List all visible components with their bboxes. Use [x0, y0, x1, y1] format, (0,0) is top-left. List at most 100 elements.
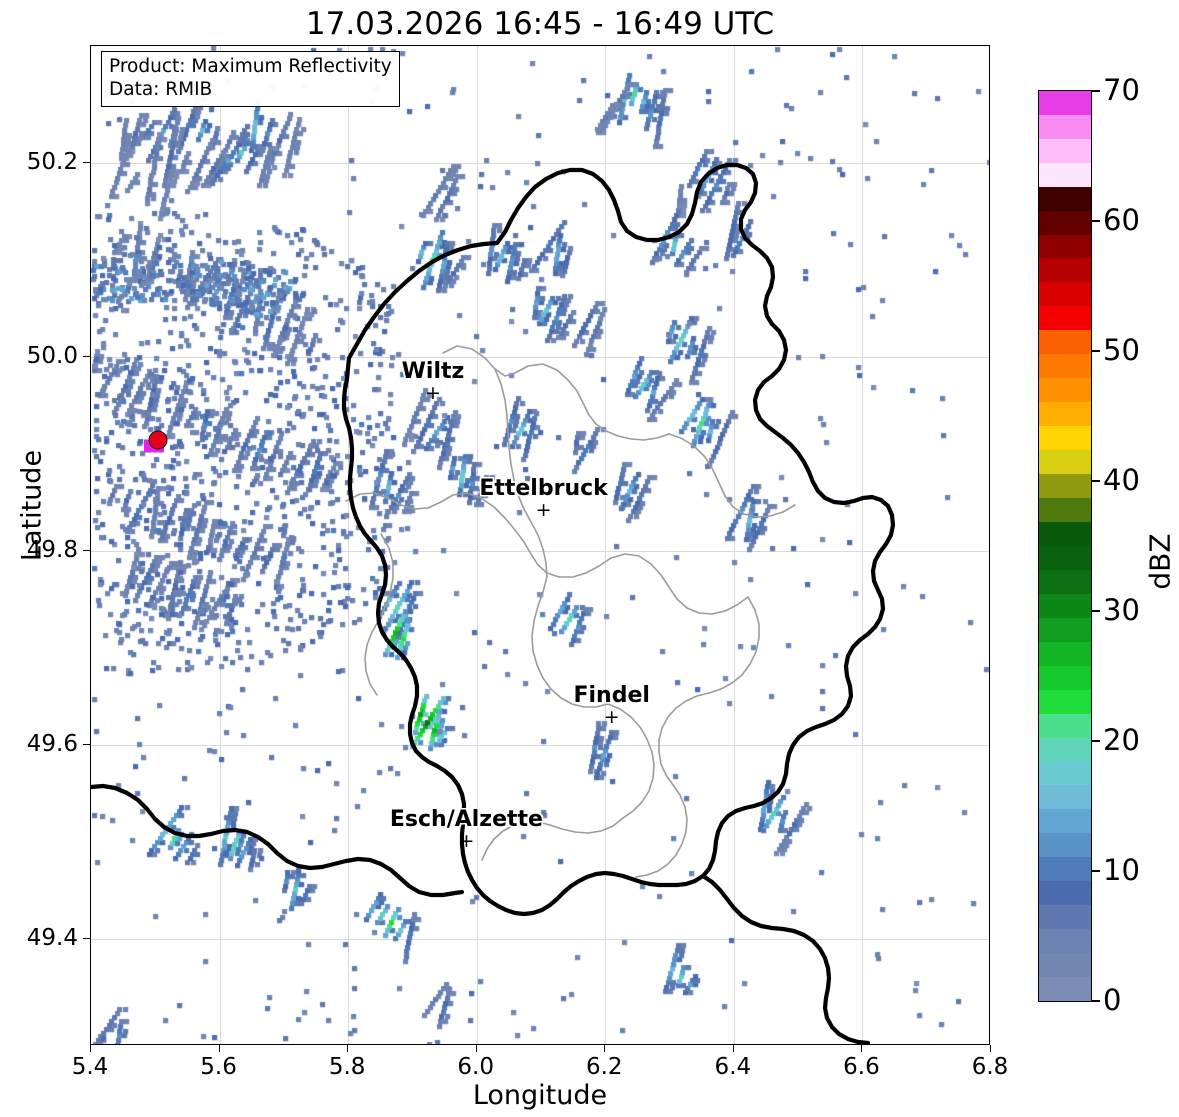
x-tick-label: 6.0 — [457, 1054, 494, 1080]
colorbar-band — [1039, 689, 1091, 714]
x-tick — [347, 1045, 349, 1052]
x-tick — [861, 1045, 863, 1052]
colorbar-tick-label: 10 — [1103, 853, 1140, 887]
colorbar-band — [1039, 977, 1091, 1001]
x-tick — [604, 1045, 606, 1052]
x-axis-label: Longitude — [472, 1080, 608, 1111]
colorbar-band — [1039, 617, 1091, 642]
colorbar-band — [1039, 210, 1091, 235]
x-tick-label: 6.2 — [585, 1054, 623, 1080]
y-tick — [83, 549, 90, 551]
colorbar-band — [1039, 857, 1091, 882]
product-legend-box: Product: Maximum Reflectivity Data: RMIB — [101, 51, 400, 108]
y-tick-label: 49.4 — [26, 925, 78, 952]
x-tick — [990, 1045, 991, 1052]
colorbar-band — [1039, 186, 1091, 211]
x-tick-label: 6.4 — [714, 1054, 752, 1080]
colorbar-band — [1039, 761, 1091, 786]
city-cross-marker: + — [458, 830, 475, 853]
colorbar-band — [1039, 450, 1091, 475]
colorbar-band — [1039, 833, 1091, 858]
y-tick — [83, 938, 90, 940]
radar-map-plot[interactable]: Wiltz + Ettelbruck + Findel + Esch/Alzette + Pr… — [90, 45, 990, 1045]
canton-boundaries-layer — [345, 345, 796, 878]
colorbar-band — [1039, 665, 1091, 690]
page-title: 17.03.2026 16:45 - 16:49 UTC — [305, 6, 775, 42]
colorbar-band — [1039, 929, 1091, 954]
city-label-esch-alzette: Esch/Alzette + — [389, 807, 543, 853]
city-cross-marker: + — [535, 499, 552, 522]
city-name: Ettelbruck — [479, 476, 608, 502]
y-tick-label: 49.6 — [26, 731, 78, 758]
colorbar-band — [1039, 953, 1091, 978]
city-name: Wiltz — [401, 358, 465, 384]
colorbar-band — [1039, 162, 1091, 187]
city-name: Findel — [573, 682, 650, 708]
x-tick — [732, 1045, 734, 1052]
x-tick — [218, 1045, 220, 1052]
colorbar-band — [1039, 114, 1091, 139]
colorbar-band — [1039, 234, 1091, 259]
city-label-findel: Findel + — [573, 682, 650, 728]
y-tick-label: 50.0 — [26, 342, 78, 369]
x-tick-label: 6.6 — [843, 1054, 880, 1080]
colorbar-band — [1039, 426, 1091, 451]
colorbar-band — [1039, 809, 1091, 834]
colorbar-tick — [1092, 740, 1100, 742]
y-tick — [83, 161, 90, 163]
radar-site-marker[interactable] — [148, 430, 168, 450]
city-label-ettelbruck: Ettelbruck + — [479, 476, 608, 522]
colorbar-band — [1039, 905, 1091, 930]
colorbar-tick-label: 70 — [1103, 73, 1140, 107]
colorbar-tick-label: 30 — [1103, 593, 1140, 627]
colorbar-tick — [1092, 350, 1100, 352]
colorbar-band — [1039, 474, 1091, 498]
colorbar-tick — [1092, 90, 1100, 92]
city-name: Esch/Alzette — [389, 807, 543, 833]
city-label-wiltz: Wiltz + — [401, 358, 465, 403]
country-border-layer — [91, 162, 896, 1044]
colorbar-band — [1039, 354, 1091, 379]
colorbar-band — [1039, 378, 1091, 403]
colorbar-band — [1039, 569, 1091, 594]
colorbar-tick — [1092, 610, 1100, 612]
y-tick-label: 49.8 — [26, 536, 78, 563]
city-cross-marker: + — [603, 705, 620, 728]
colorbar-tick-label: 20 — [1103, 723, 1140, 757]
colorbar-band — [1039, 90, 1091, 115]
colorbar-band — [1039, 497, 1091, 522]
colorbar-band — [1039, 282, 1091, 307]
x-tick — [90, 1045, 91, 1052]
x-tick-label: 5.4 — [71, 1054, 109, 1080]
colorbar-band — [1039, 138, 1091, 163]
colorbar-tick — [1092, 480, 1100, 482]
colorbar-band — [1039, 521, 1091, 546]
x-tick — [475, 1045, 477, 1052]
colorbar-band — [1039, 593, 1091, 618]
y-axis-label: Latitude — [16, 449, 48, 562]
y-tick — [83, 744, 90, 746]
colorbar-band — [1039, 881, 1091, 906]
colorbar-band — [1039, 545, 1091, 570]
colorbar-band — [1039, 258, 1091, 283]
colorbar-tick — [1092, 220, 1100, 222]
colorbar-tick — [1092, 870, 1100, 872]
colorbar-tick — [1092, 1000, 1100, 1002]
x-tick-label: 6.8 — [971, 1054, 1009, 1080]
legend-product-line: Product: Maximum Reflectivity — [109, 56, 392, 77]
colorbar-band — [1039, 713, 1091, 738]
colorbar-band — [1039, 737, 1091, 762]
y-tick — [83, 355, 90, 357]
legend-data-line: Data: RMIB — [109, 78, 213, 100]
colorbar-tick-label: 50 — [1103, 333, 1140, 367]
plot-inner: Wiltz + Ettelbruck + Findel + Esch/Alzette + Pr… — [91, 46, 989, 1044]
radar-echo-layer — [91, 46, 989, 1044]
colorbar-tick-label: 40 — [1103, 463, 1140, 497]
colorbar-band — [1039, 402, 1091, 427]
colorbar-band — [1039, 641, 1091, 666]
colorbar-band — [1039, 330, 1091, 355]
colorbar-tick-label: 60 — [1103, 203, 1140, 237]
colorbar-tick-label: 0 — [1103, 983, 1122, 1017]
dbz-colorbar[interactable] — [1038, 90, 1092, 1002]
colorbar-label: dBZ — [1143, 533, 1177, 590]
